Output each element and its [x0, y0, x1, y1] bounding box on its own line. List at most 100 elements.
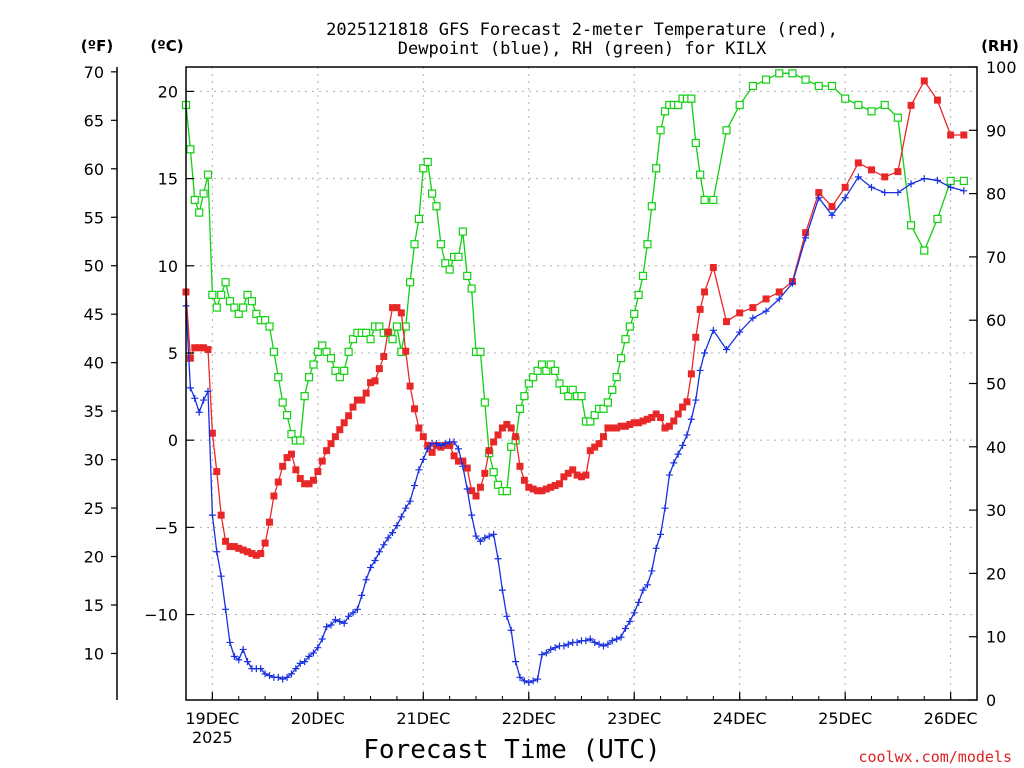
dewpoint-point	[287, 670, 295, 678]
temperature-point	[257, 550, 265, 558]
dewpoint-point	[534, 675, 542, 683]
dewpoint-point	[560, 642, 568, 650]
rh-point	[599, 404, 608, 413]
temperature-point	[270, 492, 278, 500]
rh-point	[735, 100, 744, 110]
rh-point	[212, 303, 221, 312]
dewpoint-point	[191, 394, 199, 402]
rh-point	[234, 309, 243, 318]
dewpoint-point	[687, 415, 695, 423]
temperature-point	[490, 438, 498, 446]
temperature-point	[380, 352, 388, 360]
temperature-point	[397, 309, 405, 317]
dewpoint-point	[723, 345, 731, 353]
dewpoint-point	[195, 408, 203, 416]
dewpoint-point	[472, 532, 480, 540]
rh-point	[775, 69, 784, 78]
dewpoint-point	[674, 450, 682, 458]
dewpoint-point	[630, 609, 638, 617]
dewpoint-point	[802, 234, 810, 242]
dewpoint-point	[411, 482, 419, 490]
x-tick-label: 19DEC	[185, 709, 239, 728]
temperature-point	[301, 480, 309, 488]
dewpoint-point	[665, 471, 673, 479]
temperature-point	[186, 354, 194, 362]
rh-point	[410, 240, 419, 249]
temperature-point	[648, 414, 656, 422]
rh-point	[502, 487, 511, 496]
temperature-point	[213, 468, 221, 476]
credit-text: coolwx.com/models	[858, 748, 1012, 766]
temperature-point	[907, 101, 915, 109]
temperature-point	[828, 203, 836, 211]
celsius-tick-label: 0	[168, 431, 178, 450]
dewpoint-point	[345, 612, 353, 620]
rh-point	[203, 170, 213, 179]
rh-point	[375, 322, 384, 331]
dewpoint-point	[235, 656, 243, 664]
temperature-point	[960, 131, 968, 139]
rh-point	[221, 278, 230, 287]
temperature-point	[643, 415, 651, 423]
temperature-point	[358, 396, 366, 404]
dewpoint-point	[947, 183, 955, 191]
dewpoint-point	[265, 672, 273, 680]
rh-point	[568, 385, 577, 394]
dewpoint-point	[244, 658, 252, 666]
rh-point	[608, 385, 617, 394]
rh-point	[195, 208, 204, 217]
rh-point	[282, 411, 292, 420]
fahrenheit-tick-label: 50	[84, 257, 104, 276]
rh-point	[893, 113, 903, 122]
dewpoint-point	[854, 173, 862, 181]
fahrenheit-tick-label: 20	[84, 548, 104, 567]
dewpoint-point	[222, 605, 230, 613]
rh-point	[300, 392, 309, 401]
dewpoint-point	[318, 635, 326, 643]
dewpoint-point	[591, 638, 599, 646]
temperature-point	[419, 433, 427, 441]
temperature-point	[630, 419, 638, 427]
dewpoint-point	[617, 633, 625, 641]
dewpoint-point	[639, 586, 647, 594]
temperature-point	[595, 440, 603, 448]
rh-point	[542, 366, 551, 375]
dewpoint-point	[305, 652, 313, 660]
dewpoint-series-line	[185, 175, 964, 684]
rh-point	[239, 303, 248, 312]
dewpoint-point	[661, 504, 669, 512]
dewpoint-point	[626, 618, 634, 626]
temperature-point	[353, 396, 361, 404]
dewpoint-point	[349, 609, 357, 617]
rh-point	[261, 316, 270, 325]
temperature-point	[933, 96, 941, 104]
dewpoint-point	[340, 619, 348, 627]
temperature-point	[331, 433, 339, 441]
temperature-point	[674, 410, 682, 418]
rh-point	[801, 75, 810, 84]
temperature-point	[450, 452, 458, 460]
dewpoint-point	[894, 189, 902, 197]
dewpoint-point	[384, 534, 392, 542]
rh-point	[331, 366, 340, 375]
rh-point	[555, 379, 564, 388]
rh-point	[700, 195, 709, 205]
x-tick-label: 25DEC	[818, 709, 872, 728]
rh-tick-label: 10	[986, 628, 1006, 647]
temperature-point	[894, 168, 902, 176]
rh-point	[304, 373, 314, 382]
rh-point	[546, 360, 555, 369]
rh-point	[564, 392, 573, 401]
temperature-point	[841, 183, 849, 191]
series-layer	[181, 69, 968, 687]
temperature-point	[265, 518, 273, 526]
rh-point	[533, 366, 542, 375]
rh-point	[559, 385, 569, 394]
x-tick-label: 21DEC	[396, 709, 450, 728]
temperature-point	[529, 485, 537, 493]
dewpoint-point	[529, 677, 537, 685]
temperature-point	[235, 544, 243, 552]
rh-point	[590, 411, 599, 420]
rh-point	[476, 347, 485, 356]
